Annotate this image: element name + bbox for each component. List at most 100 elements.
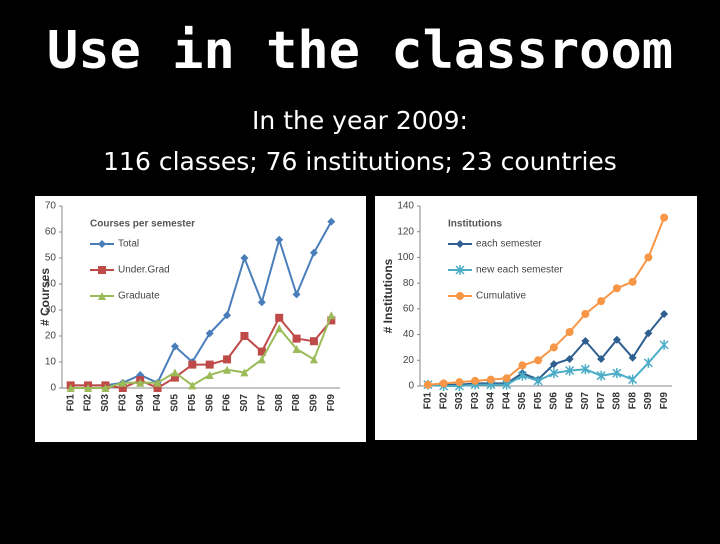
series-line — [427, 217, 666, 386]
marker — [98, 292, 106, 300]
x-tick-label: F02 — [83, 394, 94, 412]
y-tick-label: 100 — [397, 252, 414, 263]
legend-title: Courses per semester — [90, 219, 195, 230]
y-tick-label: 40 — [403, 329, 415, 340]
marker — [205, 371, 214, 379]
marker — [565, 328, 574, 336]
marker — [327, 316, 336, 325]
x-tick-label: S07 — [239, 394, 250, 412]
x-tick-label: S03 — [100, 394, 111, 412]
marker — [471, 376, 480, 385]
x-tick-label: S09 — [309, 394, 320, 412]
marker — [581, 310, 590, 318]
y-tick-label: 60 — [403, 303, 415, 314]
marker — [170, 373, 179, 382]
marker — [643, 357, 653, 368]
x-tick-label: F08 — [627, 392, 638, 410]
x-tick-label: S06 — [204, 394, 215, 412]
marker — [223, 365, 232, 374]
marker — [659, 339, 669, 350]
marker — [644, 329, 653, 338]
marker — [188, 360, 197, 369]
marker — [170, 368, 179, 377]
marker — [612, 368, 622, 379]
series-line — [70, 316, 333, 390]
marker — [660, 213, 669, 222]
marker — [517, 370, 527, 381]
marker — [597, 355, 606, 363]
marker — [549, 360, 558, 369]
marker — [612, 335, 621, 344]
legend-label: Under.Grad — [118, 265, 170, 276]
marker — [136, 378, 145, 387]
slide-title: Use in the classroom — [47, 21, 673, 81]
x-tick-label: S08 — [274, 394, 285, 412]
marker — [612, 284, 621, 293]
x-tick-label: S05 — [517, 392, 528, 410]
x-tick-label: F05 — [533, 392, 544, 410]
marker — [565, 355, 574, 363]
y-tick-label: 10 — [45, 357, 57, 368]
marker — [257, 298, 266, 307]
y-tick-label: 120 — [397, 226, 414, 237]
legend-title: Institutions — [448, 219, 502, 230]
marker — [275, 235, 284, 244]
marker — [502, 374, 511, 383]
marker — [84, 384, 93, 392]
marker — [98, 266, 106, 274]
y-tick-label: 70 — [45, 201, 57, 212]
y-tick-label: 80 — [403, 278, 415, 289]
marker — [533, 375, 543, 386]
marker — [292, 290, 301, 299]
x-tick-label: F06 — [564, 392, 575, 410]
marker — [275, 313, 284, 322]
marker — [534, 356, 543, 365]
x-tick-label: F07 — [596, 392, 607, 410]
x-tick-label: F06 — [222, 394, 233, 412]
marker — [292, 334, 301, 343]
x-tick-label: F05 — [187, 394, 198, 412]
marker — [628, 353, 637, 362]
series-line — [427, 313, 665, 386]
x-tick-label: F08 — [291, 394, 302, 412]
series-line — [427, 344, 665, 387]
marker — [628, 374, 638, 385]
chart-panel — [375, 196, 697, 440]
marker — [309, 337, 318, 346]
subtitle: In the year 2009: — [252, 106, 468, 135]
marker — [153, 384, 162, 392]
marker — [309, 248, 318, 257]
x-tick-label: F03 — [470, 392, 481, 410]
y-tick-label: 0 — [50, 383, 56, 394]
marker — [223, 355, 232, 364]
y-tick-label: 60 — [45, 227, 57, 238]
subtitle: 116 classes; 76 institutions; 23 countri… — [103, 147, 617, 176]
y-axis-label: # Courses — [38, 268, 52, 326]
marker — [292, 345, 301, 353]
marker — [240, 332, 249, 340]
x-tick-label: F02 — [438, 392, 449, 410]
marker — [439, 379, 448, 388]
x-tick-label: S04 — [135, 394, 146, 412]
marker — [275, 324, 284, 333]
series-line — [70, 314, 333, 389]
marker — [240, 254, 249, 262]
x-tick-label: S09 — [643, 392, 654, 410]
marker — [257, 355, 266, 364]
x-tick-label: F01 — [65, 394, 76, 412]
marker — [549, 343, 558, 352]
x-tick-label: F04 — [501, 392, 512, 410]
marker — [327, 311, 336, 320]
y-tick-label: 20 — [45, 331, 57, 342]
y-tick-label: 30 — [45, 305, 57, 316]
marker — [660, 310, 669, 318]
y-tick-label: 0 — [408, 381, 414, 392]
x-tick-label: F04 — [152, 394, 163, 412]
x-tick-label: S07 — [580, 392, 591, 410]
x-tick-label: S06 — [549, 392, 560, 410]
x-tick-label: F09 — [326, 394, 337, 412]
legend-label: Graduate — [118, 291, 160, 302]
marker — [456, 292, 464, 300]
